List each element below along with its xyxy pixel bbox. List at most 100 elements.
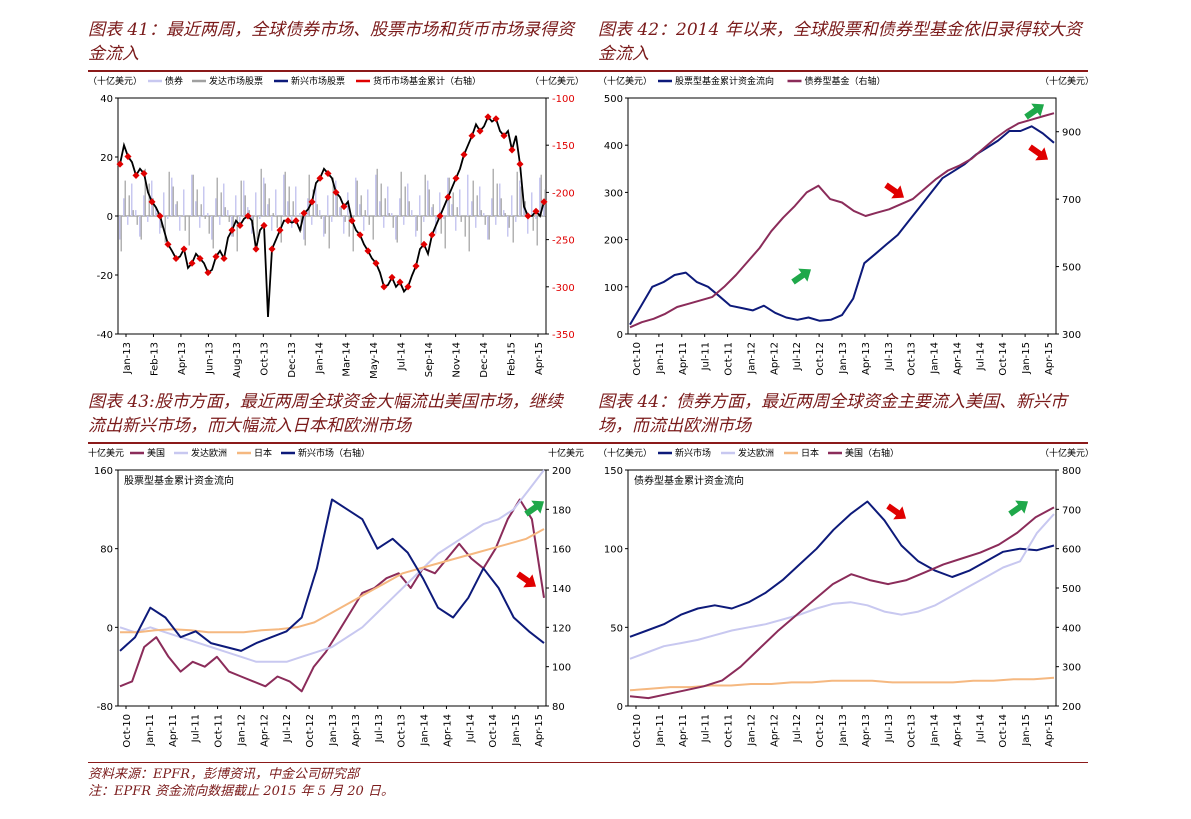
- x-tick-label: Jan-13: [122, 342, 133, 375]
- developed-equity-bar: [268, 198, 270, 216]
- bond-bar: [483, 213, 485, 216]
- bond-bar: [299, 213, 301, 216]
- developed-equity-bar: [352, 216, 354, 252]
- developed-equity-bar: [276, 216, 278, 228]
- developed-equity-bar: [200, 204, 202, 216]
- x-tick-label: Dec-13: [287, 342, 298, 378]
- money-market-point: [340, 203, 348, 211]
- developed-equity-bar: [168, 171, 170, 216]
- bond-bar: [119, 216, 121, 240]
- bond-bar: [427, 180, 429, 216]
- bond-bar: [199, 216, 201, 228]
- bond-bar: [531, 192, 533, 216]
- developed-equity-bar: [368, 216, 370, 225]
- bond-bar: [451, 204, 453, 216]
- money-market-point: [228, 226, 236, 234]
- developed-equity-bar: [228, 216, 230, 222]
- x-tick-label: Jan-14: [420, 714, 431, 747]
- x-tick-label: Apr-14: [442, 714, 453, 747]
- developed-equity-bar: [212, 216, 214, 249]
- x-tick-label: Apr-14: [952, 342, 963, 375]
- y-tick-label-left: -20: [97, 271, 113, 282]
- y-tick-label-left: 20: [100, 153, 113, 164]
- chart42: （十亿美元） 股票型基金累计资金流向 债券型基金（右轴） （十亿美元） 500 400 30…: [598, 75, 1094, 376]
- developed-equity-bar: [284, 171, 286, 216]
- series-line: [629, 112, 1055, 329]
- bond-bar: [155, 207, 157, 216]
- series-line: [629, 506, 1055, 700]
- x-tick-label: Jan-14: [930, 342, 941, 375]
- y-tick-label-right: 500: [1062, 584, 1081, 595]
- bond-bar: [283, 174, 285, 216]
- caption-chart43: 图表 43:股市方面，最近两周全球资金大幅流出美国市场，继续流出新兴市场，而大幅…: [88, 392, 563, 436]
- bond-bar: [275, 189, 277, 216]
- y-tick-label-right: -150: [552, 141, 575, 152]
- developed-equity-bar: [240, 180, 242, 216]
- unit-label-right: （十亿美元）: [530, 75, 584, 87]
- bond-bar: [207, 213, 209, 216]
- y-tick-label-right: 80: [552, 702, 565, 713]
- x-tick-label: Jan-13: [838, 342, 849, 375]
- x-tick-label: Jul-13: [884, 342, 895, 371]
- money-market-point: [412, 262, 420, 270]
- x-tick-label: Oct-12: [815, 714, 826, 748]
- bond-bar: [375, 174, 377, 216]
- developed-equity-bar: [272, 213, 274, 216]
- money-market-point: [292, 217, 300, 225]
- developed-equity-bar: [132, 210, 134, 216]
- chart-title: 债券型基金累计资金流向: [634, 474, 744, 487]
- developed-equity-bar: [288, 186, 290, 216]
- x-tick-label: Apr-12: [259, 714, 270, 747]
- data-note: 注：EPFR 资金流向数据截止 2015 年 5 月 20 日。: [88, 784, 394, 799]
- x-tick-label: Jul-13: [884, 714, 895, 743]
- chart-title: 股票型基金累计资金流向: [124, 474, 234, 487]
- x-tick-label: Oct-11: [724, 342, 735, 376]
- x-tick-label: Oct-14: [998, 714, 1009, 748]
- money-market-point: [188, 259, 196, 267]
- divider: [88, 70, 1088, 72]
- bond-bar: [147, 216, 149, 222]
- x-tick-label: Apr-11: [678, 714, 689, 747]
- caption-chart44: 图表 44：债券方面，最近两周全球资金主要流入美国、新兴市场，而流出欧洲市场: [598, 392, 1068, 436]
- red-arrow-shape: [884, 182, 905, 199]
- y-tick-label-left: 300: [604, 188, 623, 199]
- bond-bar: [227, 210, 229, 216]
- developed-equity-bar: [324, 216, 326, 234]
- legend-label: 美国（右轴）: [845, 447, 899, 459]
- money-market-point: [380, 283, 388, 291]
- developed-equity-bar: [468, 216, 470, 252]
- developed-equity-bar: [436, 216, 438, 219]
- money-market-point: [220, 254, 228, 263]
- bond-bar: [439, 192, 441, 216]
- bond-bar: [423, 216, 425, 222]
- x-tick-label: Jul-13: [374, 714, 385, 743]
- x-tick-label: Jan-15: [1021, 342, 1032, 375]
- developed-equity-bar: [476, 195, 478, 216]
- x-tick-label: Jan-11: [655, 342, 666, 375]
- developed-equity-bar: [144, 168, 146, 216]
- money-market-point: [500, 132, 508, 140]
- legend-label: 新兴市场（右轴）: [298, 447, 370, 459]
- bond-bar: [419, 195, 421, 216]
- bond-bar: [391, 213, 393, 216]
- bond-bar: [527, 216, 529, 234]
- developed-equity-bar: [172, 186, 174, 216]
- legend-label: 货币市场基金累计（右轴）: [373, 75, 481, 87]
- footer-divider: [88, 762, 1088, 763]
- x-tick-label: Apr-11: [168, 714, 179, 747]
- bond-bar: [127, 216, 129, 225]
- y-tick-label-left: -80: [97, 702, 113, 713]
- bond-bar: [471, 201, 473, 216]
- unit-label-left: 十亿美元: [88, 447, 124, 459]
- bond-bar: [503, 210, 505, 216]
- series-line: [629, 513, 1055, 660]
- x-tick-label: Jul-12: [792, 714, 803, 743]
- developed-equity-bar: [264, 183, 266, 216]
- bond-bar: [367, 189, 369, 216]
- x-tick-label: Oct-10: [632, 714, 643, 748]
- money-market-point: [300, 209, 308, 217]
- developed-equity-bar: [408, 201, 410, 216]
- source-note: 资料来源：EPFR，彭博资讯，中金公司研究部: [88, 767, 360, 782]
- x-tick-label: Nov-14: [452, 342, 463, 378]
- red-arrow: [886, 503, 907, 520]
